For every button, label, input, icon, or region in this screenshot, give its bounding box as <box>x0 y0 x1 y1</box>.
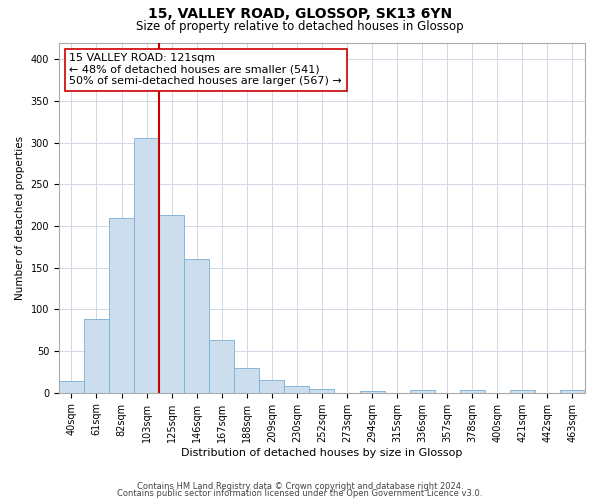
Bar <box>209 340 234 392</box>
Bar <box>284 386 310 392</box>
Text: Size of property relative to detached houses in Glossop: Size of property relative to detached ho… <box>136 20 464 33</box>
Bar <box>460 390 485 392</box>
Bar <box>410 390 434 392</box>
Text: Contains HM Land Registry data © Crown copyright and database right 2024.: Contains HM Land Registry data © Crown c… <box>137 482 463 491</box>
Text: 15, VALLEY ROAD, GLOSSOP, SK13 6YN: 15, VALLEY ROAD, GLOSSOP, SK13 6YN <box>148 8 452 22</box>
Bar <box>59 381 84 392</box>
Bar <box>109 218 134 392</box>
Bar <box>234 368 259 392</box>
Text: Contains public sector information licensed under the Open Government Licence v3: Contains public sector information licen… <box>118 490 482 498</box>
Bar <box>84 320 109 392</box>
Bar <box>310 388 334 392</box>
Bar <box>184 260 209 392</box>
Bar <box>134 138 159 392</box>
Y-axis label: Number of detached properties: Number of detached properties <box>15 136 25 300</box>
Bar <box>359 391 385 392</box>
Bar <box>259 380 284 392</box>
Bar <box>510 390 535 392</box>
Text: 15 VALLEY ROAD: 121sqm
← 48% of detached houses are smaller (541)
50% of semi-de: 15 VALLEY ROAD: 121sqm ← 48% of detached… <box>70 53 342 86</box>
X-axis label: Distribution of detached houses by size in Glossop: Distribution of detached houses by size … <box>181 448 463 458</box>
Bar <box>159 215 184 392</box>
Bar <box>560 390 585 392</box>
